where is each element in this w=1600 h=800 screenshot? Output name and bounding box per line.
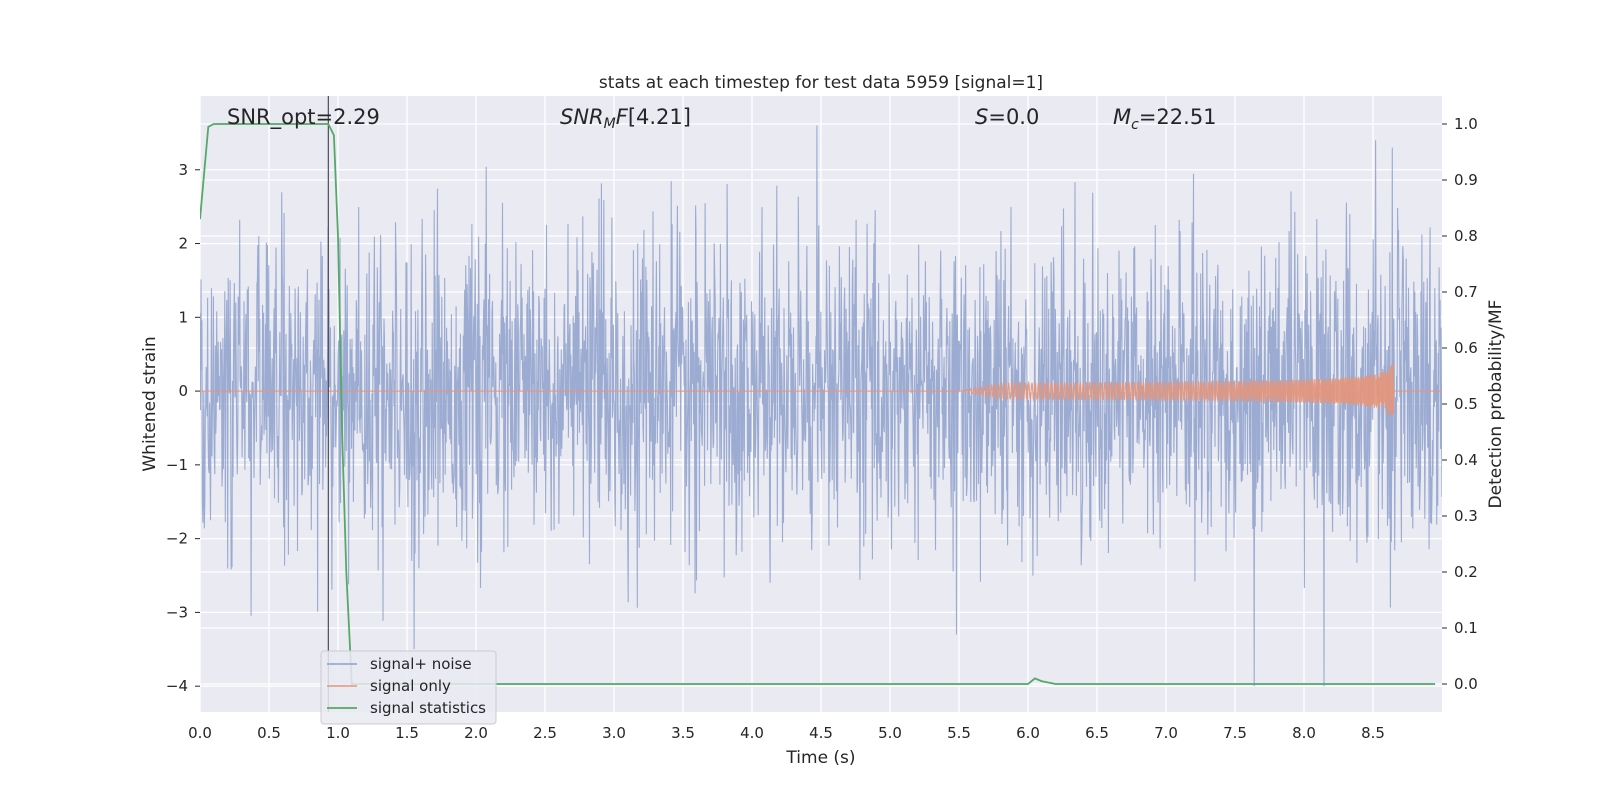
y2-tick-label: 0.5: [1454, 395, 1478, 413]
y-tick-label: 3: [178, 161, 188, 179]
x-tick-label: 8.5: [1361, 724, 1385, 742]
x-tick-label: 0.5: [257, 724, 281, 742]
legend-label-signal-only: signal only: [370, 677, 451, 695]
series-signal-only: [200, 362, 1442, 418]
y-tick-label: −2: [166, 530, 188, 548]
x-tick-label: 4.0: [740, 724, 764, 742]
x-tick-label: 1.0: [326, 724, 350, 742]
legend: signal+ noise signal only signal statist…: [320, 650, 497, 725]
x-tick-labels: 0.0 0.5 1.0 1.5 2.0 2.5 3.0 3.5 4.0 4.5 5.0 5.5 6.0 6…: [188, 724, 1385, 742]
annotation-snr-mf: SNRMF[4.21]: [560, 105, 691, 132]
y2-tick-label: 0.0: [1454, 675, 1478, 693]
annotation-snr-mf-value: [4.21]: [628, 105, 691, 129]
x-tick-label: 2.5: [533, 724, 557, 742]
y2-tick-label: 0.1: [1454, 619, 1478, 637]
y2-tick-label: 0.7: [1454, 283, 1478, 301]
y2-tick-label: 1.0: [1454, 115, 1478, 133]
y-tick-label: −3: [166, 603, 188, 621]
y2-tick-label: 0.6: [1454, 339, 1478, 357]
y2-tick-label: 0.9: [1454, 171, 1478, 189]
annotation-s-stat: S=0.0: [975, 105, 1039, 129]
x-tick-label: 0.0: [188, 724, 212, 742]
y-axis-label: Whitened strain: [140, 336, 160, 471]
annotation-snr-opt: SNR_opt=2.29: [227, 105, 380, 130]
x-tick-label: 8.0: [1292, 724, 1316, 742]
x-tick-label: 7.5: [1223, 724, 1247, 742]
legend-box: [320, 650, 497, 725]
y2-tick-label: 0.8: [1454, 227, 1478, 245]
y2-tick-label: 0.4: [1454, 451, 1478, 469]
annotation-s-stat-value: =0.0: [988, 105, 1039, 129]
x-tick-label: 5.5: [947, 724, 971, 742]
x-tick-label: 7.0: [1154, 724, 1178, 742]
legend-label-signal-plus-noise: signal+ noise: [370, 655, 472, 673]
y2-tick-label: 0.3: [1454, 507, 1478, 525]
y-tick-label: 0: [178, 382, 188, 400]
y-tick-label: −4: [166, 677, 188, 695]
y-tick-label: −1: [166, 456, 188, 474]
x-tick-label: 6.0: [1016, 724, 1040, 742]
y2-tick-label: 0.2: [1454, 563, 1478, 581]
series-signal-plus-noise: [200, 125, 1442, 687]
legend-label-signal-statistics: signal statistics: [370, 699, 486, 717]
annotation-mc: Mc=22.51: [1113, 105, 1217, 133]
x-tick-label: 4.5: [809, 724, 833, 742]
annotation-mc-value: =22.51: [1139, 105, 1217, 129]
x-tick-label: 6.5: [1085, 724, 1109, 742]
x-tick-label: 2.0: [464, 724, 488, 742]
x-axis-label: Time (s): [785, 748, 855, 768]
x-tick-label: 1.5: [395, 724, 419, 742]
y-tick-label: 2: [178, 235, 188, 253]
y2-axis-label: Detection probability/MF: [1486, 300, 1506, 509]
y-tick-label: 1: [178, 308, 188, 326]
y2-tick-labels: 0.0 0.1 0.2 0.3 0.4 0.5 0.6 0.7 0.8 0.9 1.0: [1442, 115, 1478, 693]
x-tick-label: 3.0: [602, 724, 626, 742]
chart-title: stats at each timestep for test data 595…: [599, 73, 1043, 93]
x-tick-label: 3.5: [671, 724, 695, 742]
y-tick-labels: −4 −3 −2 −1 0 1 2 3: [166, 161, 200, 695]
x-tick-label: 5.0: [878, 724, 902, 742]
